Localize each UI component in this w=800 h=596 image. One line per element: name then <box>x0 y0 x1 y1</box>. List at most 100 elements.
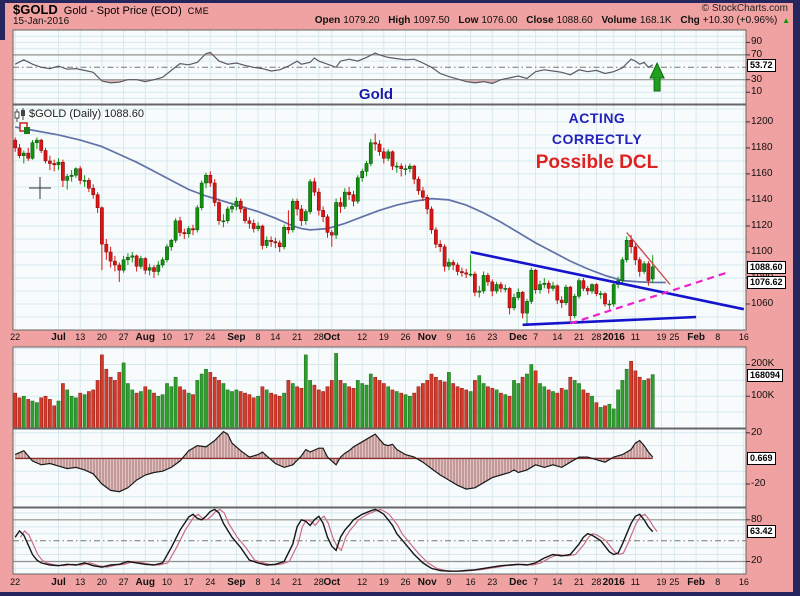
x-tick-Jul: Jul <box>51 332 66 343</box>
change-label: Chg <box>680 15 700 26</box>
x-tick-22: 22 <box>10 332 21 342</box>
exchange-label: CME <box>187 6 210 16</box>
y-tick-stochastic-80: 80 <box>751 513 763 525</box>
x-tick-8: 8 <box>715 577 721 587</box>
panel-oscillator <box>12 428 750 508</box>
x-tick-26: 26 <box>400 332 411 342</box>
y-tick-price-1120: 1120 <box>751 219 773 231</box>
x-tick-24: 24 <box>205 577 216 587</box>
x-tick-17: 17 <box>183 577 194 587</box>
x-tick-12: 12 <box>357 332 368 342</box>
x-tick-27: 27 <box>118 577 129 587</box>
x-tick-28: 28 <box>591 332 602 342</box>
panel-rsi <box>12 29 750 105</box>
x-tick-Oct: Oct <box>323 332 341 343</box>
volume-current-value-box: 168094 <box>747 368 784 382</box>
y-tick-price-1180: 1180 <box>751 141 773 153</box>
annotation-possible-dcl: Possible DCL <box>535 152 659 173</box>
y-tick-volume-200K: 200K <box>751 358 775 370</box>
x-tick-10: 10 <box>161 332 172 342</box>
price-current-value-box: 1076.62 <box>747 276 786 290</box>
x-tick-19: 19 <box>656 577 667 587</box>
x-tick-24: 24 <box>205 332 216 342</box>
low-label: Low <box>458 15 479 26</box>
x-tick-22: 22 <box>10 577 21 587</box>
y-tick-price-1100: 1100 <box>751 245 773 257</box>
x-tick-23: 23 <box>487 577 498 587</box>
y-tick-stochastic-20: 20 <box>751 555 763 567</box>
x-tick-10: 10 <box>161 577 172 587</box>
x-tick-23: 23 <box>487 332 498 342</box>
x-tick-Feb: Feb <box>687 332 705 343</box>
x-tick-19: 19 <box>656 332 667 342</box>
x-tick-14: 14 <box>552 577 563 587</box>
oscillator-current-value-box: 0.669 <box>747 451 776 465</box>
trendline <box>470 250 745 311</box>
chart-header: $GOLD Gold - Spot Price (EOD) CME <box>13 2 209 17</box>
high-value: 1097.50 <box>413 15 450 26</box>
chart-type-candlestick-icon <box>14 108 25 122</box>
x-tick-Jul: Jul <box>51 577 66 588</box>
x-tick-28: 28 <box>591 577 602 587</box>
right-border <box>793 0 800 596</box>
symbol-description: Gold - Spot Price (EOD) <box>63 5 182 17</box>
moving-average-line <box>15 126 666 284</box>
change-value: +10.30 (+0.96%) <box>702 15 778 26</box>
green-up-arrow-icon <box>649 61 665 92</box>
left-border-notch <box>0 0 5 40</box>
x-tick-2016: 2016 <box>602 332 625 343</box>
bottom-border <box>0 592 800 596</box>
y-tick-price-1160: 1160 <box>751 167 773 179</box>
x-tick-20: 20 <box>96 332 107 342</box>
x-tick-19: 19 <box>378 332 389 342</box>
x-tick-13: 13 <box>75 332 86 342</box>
top-border <box>0 0 800 3</box>
y-tick-volume-100K: 100K <box>751 390 775 402</box>
x-tick-9: 9 <box>446 332 452 342</box>
y-tick-price-1140: 1140 <box>751 193 773 205</box>
trendline <box>626 232 671 285</box>
x-tick-Aug: Aug <box>135 332 155 343</box>
x-tick-8: 8 <box>715 332 721 342</box>
annotation-acting: ACTING <box>568 110 626 126</box>
x-tick-26: 26 <box>400 577 411 587</box>
y-tick-rsi-30: 30 <box>751 73 763 85</box>
stochastic-current-value-box: 63.42 <box>747 525 776 539</box>
x-tick-Feb: Feb <box>687 577 705 588</box>
volume-label: Volume <box>601 15 637 26</box>
y-tick-oscillator-20: 20 <box>751 426 763 438</box>
chart-date: 15-Jan-2016 <box>13 16 70 27</box>
trendline <box>569 271 727 325</box>
open-label: Open <box>314 15 341 26</box>
y-tick-price-1200: 1200 <box>751 115 774 127</box>
x-tick-Nov: Nov <box>417 577 437 588</box>
y-tick-oscillator--20: -20 <box>751 477 766 489</box>
x-tick-8: 8 <box>255 577 261 587</box>
x-tick-7: 7 <box>533 332 539 342</box>
x-tick-21: 21 <box>292 332 303 342</box>
low-value: 1076.00 <box>481 15 518 26</box>
x-tick-7: 7 <box>533 577 539 587</box>
copyright-label: © StockCharts.com <box>701 3 788 14</box>
x-tick-25: 25 <box>669 332 680 342</box>
quote-strip: Open 1079.20 High 1097.50 Low 1076.00 Close… <box>309 15 790 26</box>
rsi-line <box>14 51 654 85</box>
x-tick-Aug: Aug <box>135 577 155 588</box>
change-up-arrow-icon: ▲ <box>782 16 790 25</box>
x-tick-21: 21 <box>573 332 584 342</box>
x-tick-12: 12 <box>357 577 368 587</box>
x-tick-17: 17 <box>183 332 194 342</box>
y-tick-rsi-70: 70 <box>751 48 763 60</box>
x-tick-16: 16 <box>738 577 749 587</box>
y-tick-price-1060: 1060 <box>751 297 774 309</box>
x-tick-19: 19 <box>378 577 389 587</box>
x-tick-Sep: Sep <box>227 332 246 343</box>
x-tick-Nov: Nov <box>417 332 437 343</box>
y-tick-rsi-10: 10 <box>751 86 763 98</box>
x-tick-9: 9 <box>446 577 452 587</box>
x-tick-14: 14 <box>270 577 281 587</box>
panel-stochastic <box>12 507 750 575</box>
annotation-marker-icon <box>19 122 30 134</box>
symbol-label: $GOLD <box>13 2 58 17</box>
